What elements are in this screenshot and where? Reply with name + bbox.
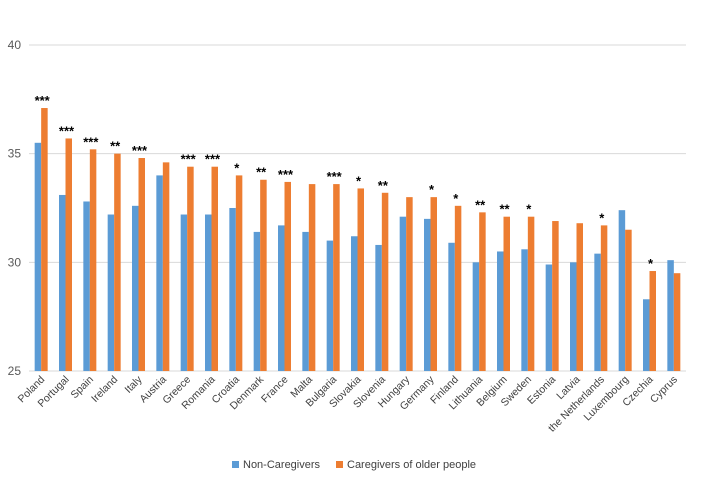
bar-non-caregivers xyxy=(424,218,431,371)
bar-non-caregivers xyxy=(618,210,626,371)
y-tick-label: 25 xyxy=(8,364,22,378)
bar-caregivers xyxy=(576,223,583,371)
bars xyxy=(34,108,681,371)
bar-caregivers xyxy=(673,273,681,371)
y-tick-label: 40 xyxy=(8,38,22,52)
bar-caregivers xyxy=(600,225,608,371)
bar-non-caregivers xyxy=(59,194,66,371)
bar-non-caregivers xyxy=(132,205,139,371)
bar-caregivers xyxy=(260,179,267,371)
bar-non-caregivers xyxy=(472,262,480,371)
bar-non-caregivers xyxy=(448,242,455,371)
bar-non-caregivers xyxy=(497,251,504,371)
bar-non-caregivers xyxy=(278,225,285,371)
x-tick-label: France xyxy=(259,374,291,406)
bar-caregivers xyxy=(284,181,291,371)
significance-marker: *** xyxy=(278,167,294,182)
y-axis-ticks: 25 30 35 40 xyxy=(8,38,22,378)
bar-caregivers xyxy=(649,271,656,371)
x-tick-label: Ireland xyxy=(89,374,120,405)
legend-label-caregivers: Caregivers of older people xyxy=(347,459,476,471)
bar-non-caregivers xyxy=(667,260,674,371)
bar-caregivers xyxy=(114,153,121,371)
bar-non-caregivers xyxy=(156,175,163,371)
significance-marker: ** xyxy=(378,178,389,193)
bar-non-caregivers xyxy=(594,253,601,371)
bar-non-caregivers xyxy=(107,214,115,371)
bar-caregivers xyxy=(454,205,462,371)
significance-marker: * xyxy=(526,202,532,217)
significance-marker: *** xyxy=(327,169,343,184)
bar-non-caregivers xyxy=(643,299,650,371)
legend-swatch-caregivers xyxy=(336,461,343,468)
significance-marker: *** xyxy=(83,134,99,149)
bar-caregivers xyxy=(333,184,340,371)
significance-marker: *** xyxy=(59,123,75,138)
bar-non-caregivers xyxy=(302,231,309,371)
significance-marker: ** xyxy=(110,139,121,154)
bar-caregivers xyxy=(41,108,48,371)
bar-non-caregivers xyxy=(253,231,261,371)
significance-marker: *** xyxy=(205,152,221,167)
significance-marker: * xyxy=(356,173,362,188)
legend-label-non-caregivers: Non-Caregivers xyxy=(243,459,321,471)
bar-non-caregivers xyxy=(570,262,577,371)
bar-caregivers xyxy=(479,212,486,371)
bar-caregivers xyxy=(381,192,389,371)
significance-marker: *** xyxy=(181,152,197,167)
bar-caregivers xyxy=(430,197,437,371)
significance-marker: * xyxy=(453,191,459,206)
significance-marker: * xyxy=(429,182,435,197)
bar-non-caregivers xyxy=(351,236,358,371)
bar-non-caregivers xyxy=(375,244,382,371)
bar-caregivers xyxy=(552,221,559,371)
bar-caregivers xyxy=(187,166,194,371)
significance-markers: ********* ** ****** **** ** *** *** * ** ** ** ** **… xyxy=(35,93,654,271)
significance-marker: *** xyxy=(35,93,51,108)
bar-caregivers xyxy=(65,138,72,371)
bar-caregivers xyxy=(527,216,535,371)
bar-caregivers xyxy=(162,162,170,371)
legend-swatch-non-caregivers xyxy=(232,461,239,468)
significance-marker: ** xyxy=(475,197,486,212)
bar-non-caregivers xyxy=(180,214,188,371)
significance-marker: ** xyxy=(256,165,267,180)
significance-marker: * xyxy=(599,210,605,225)
bar-non-caregivers xyxy=(545,264,553,371)
y-tick-label: 30 xyxy=(8,255,22,269)
y-tick-label: 35 xyxy=(8,147,22,161)
bar-caregivers xyxy=(235,175,243,371)
significance-marker: *** xyxy=(132,143,148,158)
bar-non-caregivers xyxy=(34,142,42,371)
bar-caregivers xyxy=(211,166,218,371)
bar-non-caregivers xyxy=(205,214,212,371)
bar-non-caregivers xyxy=(229,208,236,371)
significance-marker: * xyxy=(648,256,654,271)
bar-caregivers xyxy=(308,184,316,371)
significance-marker: * xyxy=(234,160,240,175)
bar-caregivers xyxy=(625,229,632,371)
x-tick-label: Cyprus xyxy=(648,374,680,406)
significance-marker: ** xyxy=(499,202,510,217)
bar-caregivers xyxy=(89,149,97,371)
legend: Non-Caregivers Caregivers of older peopl… xyxy=(232,459,476,471)
bar-non-caregivers xyxy=(83,201,90,371)
bar-non-caregivers xyxy=(399,216,407,371)
bar-non-caregivers xyxy=(521,249,528,371)
bar-caregivers xyxy=(138,158,145,371)
bar-caregivers xyxy=(406,197,413,371)
bar-caregivers xyxy=(503,216,510,371)
bar-non-caregivers xyxy=(326,240,334,371)
bar-caregivers xyxy=(357,188,364,371)
